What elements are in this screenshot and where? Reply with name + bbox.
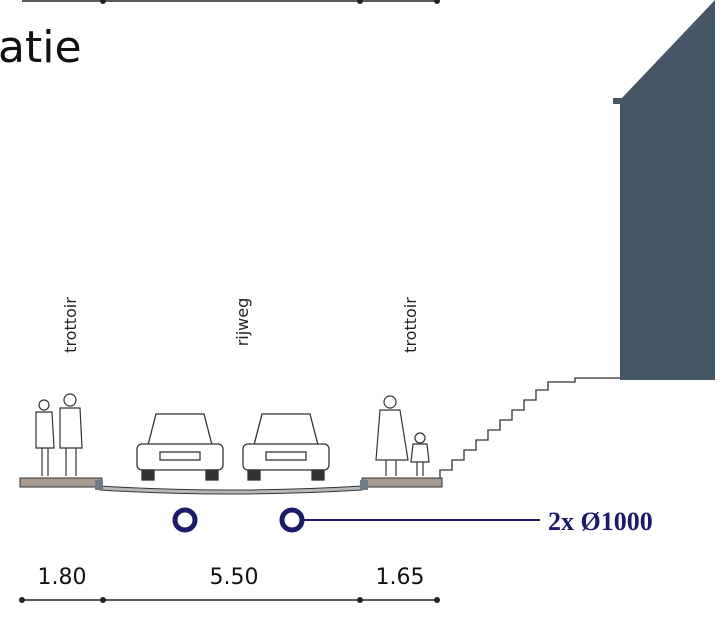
- pipes: [172, 507, 540, 533]
- zone-label: trottoir: [61, 297, 80, 353]
- dimension-line: [19, 597, 440, 603]
- top-dimension-line: [22, 0, 440, 4]
- pedestrians: [35, 393, 430, 476]
- stairs: [439, 377, 620, 480]
- pipe-label: 2x Ø1000: [548, 507, 653, 536]
- zone-label: trottoir: [401, 297, 420, 353]
- ground: [19, 477, 443, 495]
- house: [613, 0, 715, 380]
- dimension-label: 5.50: [210, 565, 259, 590]
- dimension-label: 1.65: [376, 565, 425, 590]
- zone-label: rijweg: [233, 298, 252, 347]
- cars: [136, 413, 330, 481]
- title: atie: [0, 22, 82, 73]
- dimension-label: 1.80: [38, 565, 87, 590]
